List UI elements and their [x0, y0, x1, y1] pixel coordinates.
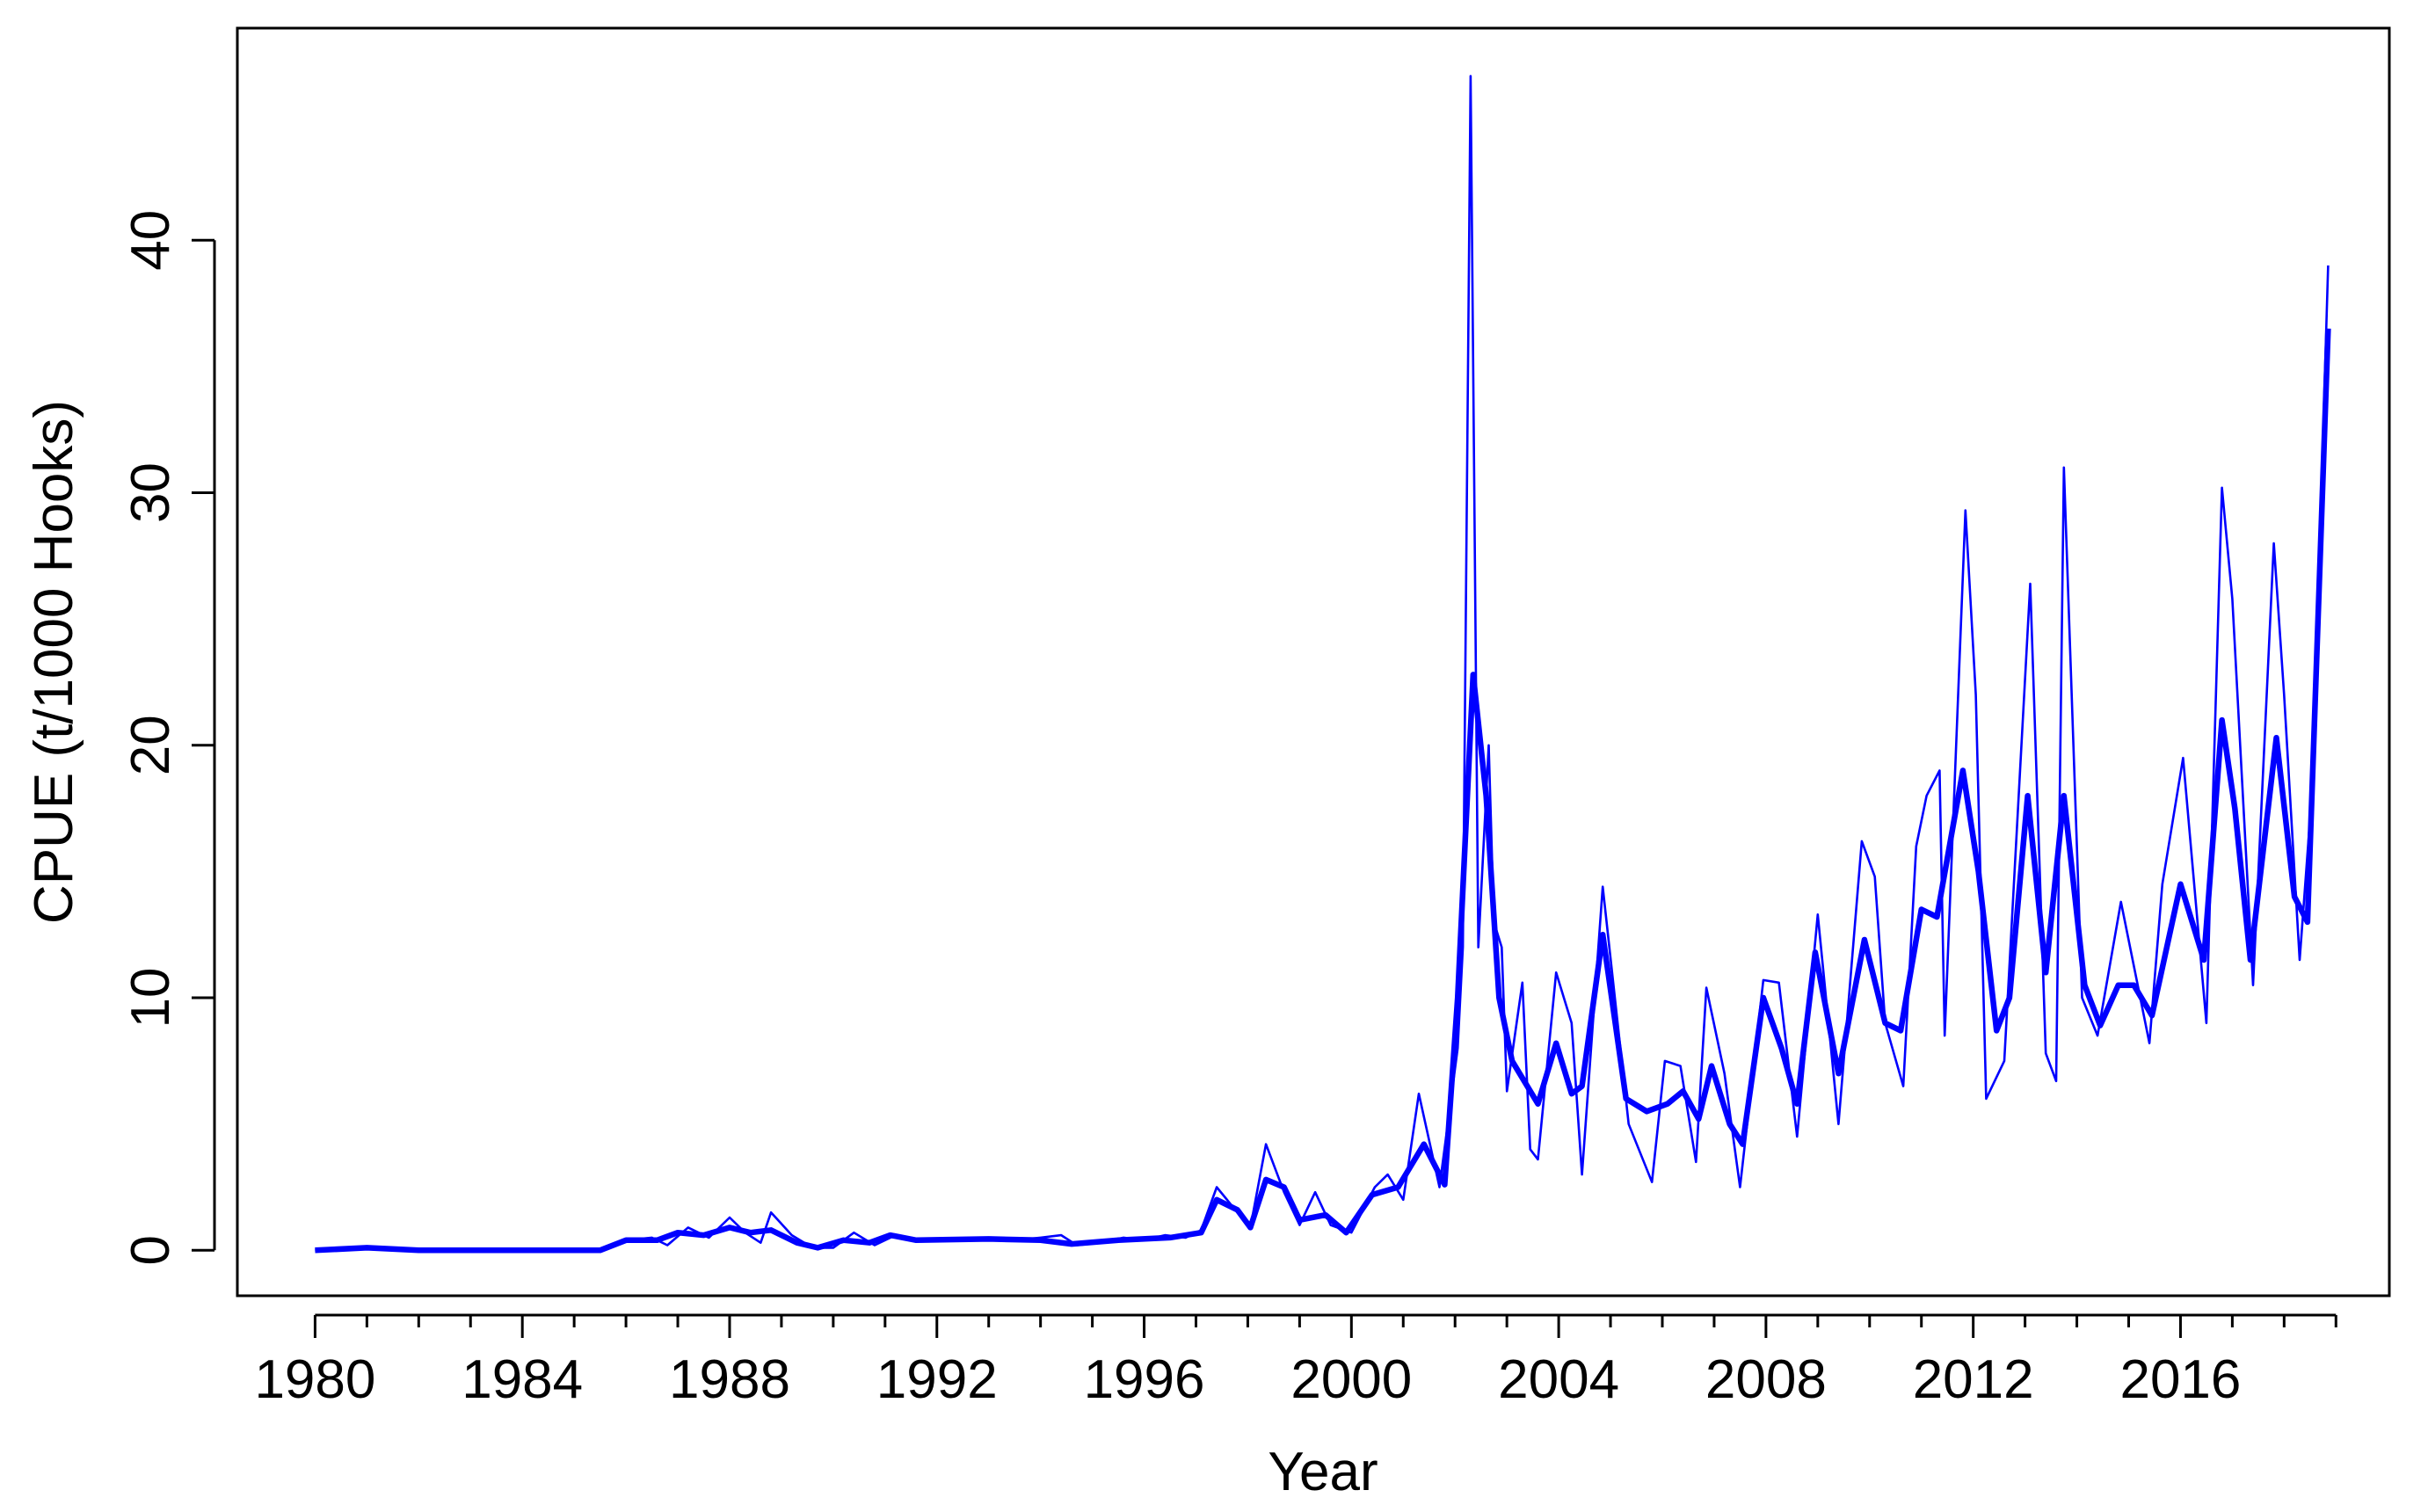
y-tick-label: 0 [120, 1235, 181, 1265]
y-tick-label: 10 [120, 968, 181, 1029]
x-tick-label: 1980 [254, 1349, 375, 1410]
x-tick-label: 2012 [1913, 1349, 2034, 1410]
y-axis-label: CPUE (t/1000 Hooks) [24, 400, 84, 924]
x-tick-label: 2000 [1290, 1349, 1412, 1410]
x-tick-label: 2004 [1498, 1349, 1619, 1410]
x-tick-label: 1996 [1084, 1349, 1205, 1410]
x-tick-label: 1992 [876, 1349, 998, 1410]
y-tick-label: 30 [120, 462, 181, 523]
x-tick-label: 2008 [1705, 1349, 1827, 1410]
x-tick-label: 2016 [2119, 1349, 2241, 1410]
y-tick-label: 20 [120, 715, 181, 775]
x-tick-label: 1984 [462, 1349, 583, 1410]
y-tick-label: 40 [120, 210, 181, 271]
data-line [315, 75, 2330, 1252]
plot-box [236, 26, 2391, 1298]
data-line [315, 328, 2331, 1254]
x-tick-label: 1988 [669, 1349, 790, 1410]
x-axis-label: Year [1268, 1442, 1378, 1502]
